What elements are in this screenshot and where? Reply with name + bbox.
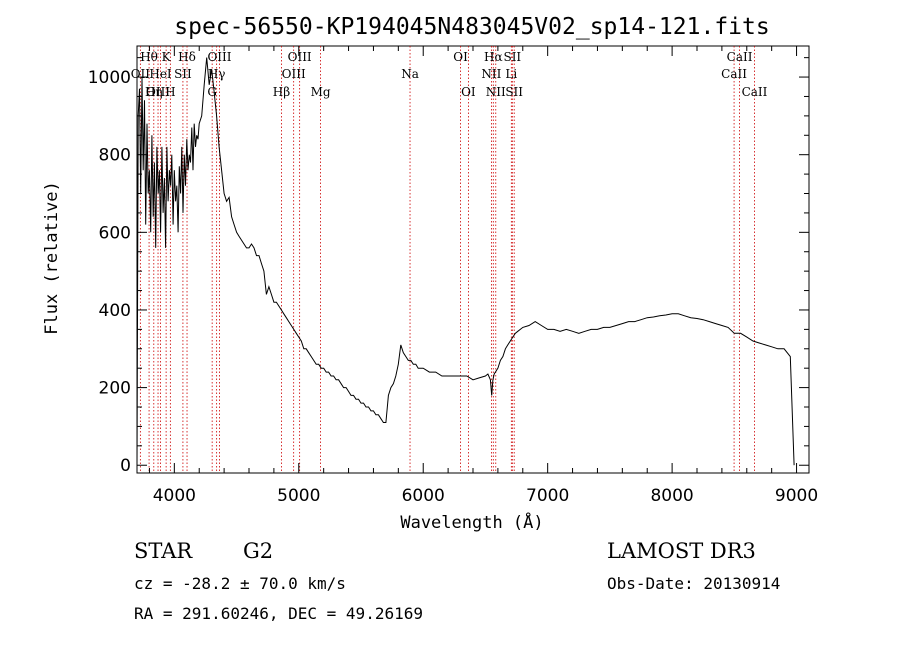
spectral-line-label: G [207, 85, 217, 99]
spectral-line-label: OI [453, 50, 468, 64]
spectral-line-markers [139, 46, 755, 473]
chart-title: spec-56550-KP194045N483045V02_sp14-121.f… [174, 14, 769, 40]
spectral-line-label: SII [174, 67, 192, 81]
x-tick-label: 8000 [650, 486, 693, 506]
spectral-line-label: NII [481, 67, 501, 81]
plot-frame [136, 45, 810, 474]
spectral-line-label: SII [505, 85, 523, 99]
object-class: STAR [134, 539, 193, 563]
y-tick-label: 1000 [88, 68, 131, 88]
spectral-line-label: OIII [207, 50, 231, 64]
spectral-line-label: CaII [727, 50, 753, 64]
x-axis-ticks: 4000 5000 6000 7000 8000 9000 [148, 46, 818, 506]
spectral-line-label: Hθ [140, 50, 158, 64]
survey-name: LAMOST DR3 [607, 539, 756, 563]
spectral-line-label: Hη [145, 85, 163, 99]
spectral-line-label: OI [461, 85, 476, 99]
spectral-line-label: H [165, 85, 175, 99]
x-axis-label: Wavelength (Å) [400, 511, 543, 533]
spectral-line-label: Li [505, 67, 517, 81]
x-tick-label: 5000 [277, 486, 320, 506]
y-tick-label: 800 [99, 146, 131, 166]
spectral-line-label: OII [131, 67, 151, 81]
spectral-line-label: SII [503, 50, 521, 64]
spectral-line-label: Hβ [273, 85, 290, 99]
spectrum-line [136, 57, 795, 466]
spectral-line-label: NII [486, 85, 506, 99]
y-tick-label: 200 [99, 379, 131, 399]
object-subclass: G2 [243, 539, 273, 563]
spectral-line-label: Hδ [178, 50, 196, 64]
spectral-line-label: Hα [484, 50, 503, 64]
spectral-line-label: K [162, 50, 172, 64]
spectral-line-label: CaII [721, 67, 747, 81]
y-tick-label: 0 [120, 456, 131, 476]
x-tick-label: 6000 [402, 486, 445, 506]
spectral-line-label: OIII [288, 50, 312, 64]
coordinates-text: RA = 291.60246, DEC = 49.26169 [134, 604, 423, 623]
x-tick-label: 7000 [526, 486, 569, 506]
spectral-line-label: HeI [149, 67, 172, 81]
x-tick-label: 9000 [775, 486, 818, 506]
spectral-line-label: Mg [311, 85, 331, 99]
spectral-line-label: OIII [146, 85, 170, 99]
spectral-line-label: CaII [742, 85, 768, 99]
spectral-line-label: Na [401, 67, 419, 81]
obs-date-text: Obs-Date: 20130914 [607, 574, 780, 593]
y-axis-label: Flux (relative) [42, 181, 62, 335]
y-axis-ticks: 0 200 400 600 800 1000 [88, 57, 809, 476]
spectral-line-label: OIII [282, 67, 306, 81]
y-tick-label: 600 [99, 223, 131, 243]
x-tick-label: 4000 [153, 486, 196, 506]
y-tick-label: 400 [99, 301, 131, 321]
redshift-text: cz = -28.2 ± 70.0 km/s [134, 574, 346, 593]
